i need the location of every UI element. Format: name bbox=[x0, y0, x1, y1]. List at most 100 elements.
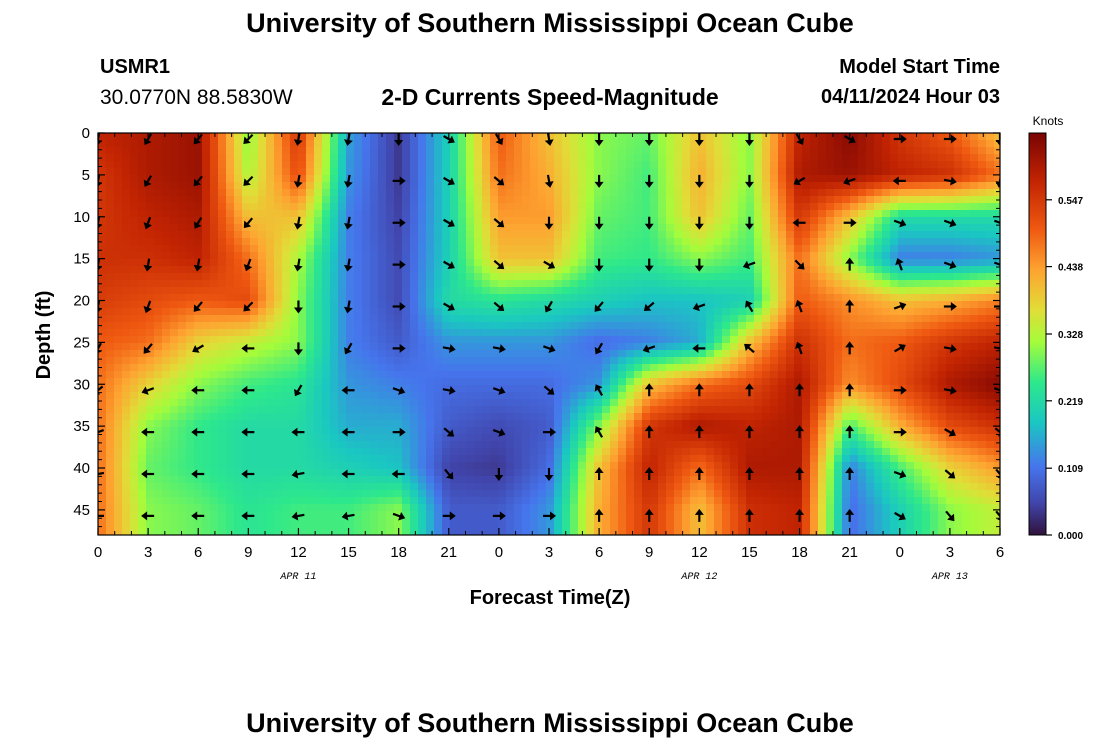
heat-cell bbox=[378, 182, 387, 190]
heat-cell bbox=[962, 266, 971, 274]
heat-cell bbox=[466, 140, 475, 148]
heat-cell bbox=[458, 245, 467, 253]
heat-cell bbox=[826, 273, 835, 281]
heat-cell bbox=[378, 329, 387, 337]
heat-cell bbox=[426, 196, 435, 204]
heat-cell bbox=[298, 294, 307, 302]
heat-cell bbox=[282, 252, 291, 260]
heat-cell bbox=[354, 336, 363, 344]
heat-cell bbox=[282, 364, 291, 372]
heat-cell bbox=[602, 385, 611, 393]
heat-cell bbox=[802, 434, 811, 442]
heat-cell bbox=[538, 336, 547, 344]
heat-cell bbox=[338, 427, 347, 435]
heat-cell bbox=[234, 175, 243, 183]
heat-cell bbox=[850, 364, 859, 372]
heat-cell bbox=[594, 336, 603, 344]
heat-cell bbox=[506, 427, 515, 435]
heat-cell bbox=[570, 245, 579, 253]
heat-cell bbox=[874, 308, 883, 316]
heat-cell bbox=[770, 133, 779, 141]
heat-cell bbox=[930, 273, 939, 281]
heat-cell bbox=[218, 259, 227, 267]
heat-cell bbox=[178, 329, 187, 337]
heat-cell bbox=[210, 329, 219, 337]
heat-cell bbox=[450, 210, 459, 218]
heat-cell bbox=[850, 231, 859, 239]
heat-cell bbox=[930, 140, 939, 148]
heat-cell bbox=[306, 231, 315, 239]
heat-cell bbox=[930, 406, 939, 414]
heat-cell bbox=[538, 350, 547, 358]
heat-cell bbox=[610, 133, 619, 141]
heat-cell bbox=[546, 371, 555, 379]
heat-cell bbox=[138, 343, 147, 351]
heat-cell bbox=[882, 266, 891, 274]
heat-cell bbox=[922, 210, 931, 218]
heat-cell bbox=[682, 336, 691, 344]
heat-cell bbox=[786, 210, 795, 218]
heat-cell bbox=[218, 154, 227, 162]
heat-cell bbox=[106, 182, 115, 190]
heat-cell bbox=[754, 371, 763, 379]
heat-cell bbox=[242, 434, 251, 442]
heat-cell bbox=[266, 266, 275, 274]
heat-cell bbox=[978, 161, 987, 169]
heat-cell bbox=[266, 364, 275, 372]
heat-cell bbox=[106, 420, 115, 428]
heat-cell bbox=[370, 259, 379, 267]
heat-cell bbox=[106, 406, 115, 414]
heat-cell bbox=[922, 357, 931, 365]
heat-cell bbox=[170, 280, 179, 288]
heat-cell bbox=[570, 238, 579, 246]
heat-cell bbox=[226, 371, 235, 379]
heat-cell bbox=[554, 434, 563, 442]
heat-cell bbox=[474, 294, 483, 302]
heat-cell bbox=[242, 154, 251, 162]
heat-cell bbox=[538, 427, 547, 435]
heat-cell bbox=[234, 406, 243, 414]
heat-cell bbox=[930, 252, 939, 260]
heat-cell bbox=[714, 357, 723, 365]
heat-cell bbox=[386, 343, 395, 351]
heat-cell bbox=[506, 210, 515, 218]
heat-cell bbox=[330, 357, 339, 365]
heat-cell bbox=[178, 385, 187, 393]
heat-cell bbox=[170, 441, 179, 449]
heat-cell bbox=[642, 203, 651, 211]
heat-cell bbox=[178, 308, 187, 316]
heat-cell bbox=[578, 189, 587, 197]
heat-cell bbox=[274, 196, 283, 204]
heat-cell bbox=[522, 140, 531, 148]
heat-cell bbox=[578, 399, 587, 407]
heat-cell bbox=[162, 329, 171, 337]
heat-cell bbox=[154, 420, 163, 428]
heat-cell bbox=[570, 385, 579, 393]
heat-cell bbox=[938, 168, 947, 176]
heat-cell bbox=[810, 343, 819, 351]
heat-cell bbox=[650, 378, 659, 386]
heat-cell bbox=[690, 140, 699, 148]
heat-cell bbox=[738, 224, 747, 232]
heat-cell bbox=[386, 140, 395, 148]
heat-cell bbox=[730, 175, 739, 183]
heat-cell bbox=[178, 252, 187, 260]
heat-cell bbox=[258, 294, 267, 302]
heat-cell bbox=[802, 182, 811, 190]
heat-cell bbox=[954, 294, 963, 302]
heat-cell bbox=[298, 154, 307, 162]
heat-cell bbox=[258, 392, 267, 400]
heat-cell bbox=[114, 161, 123, 169]
heat-cell bbox=[586, 329, 595, 337]
heat-cell bbox=[802, 245, 811, 253]
heat-cell bbox=[354, 168, 363, 176]
heat-cell bbox=[234, 357, 243, 365]
heat-cell bbox=[978, 378, 987, 386]
heat-cell bbox=[450, 154, 459, 162]
heat-cell bbox=[370, 287, 379, 295]
heat-cell bbox=[986, 273, 995, 281]
heat-cell bbox=[250, 245, 259, 253]
heat-cell bbox=[442, 413, 451, 421]
heat-cell bbox=[794, 161, 803, 169]
heat-cell bbox=[930, 413, 939, 421]
